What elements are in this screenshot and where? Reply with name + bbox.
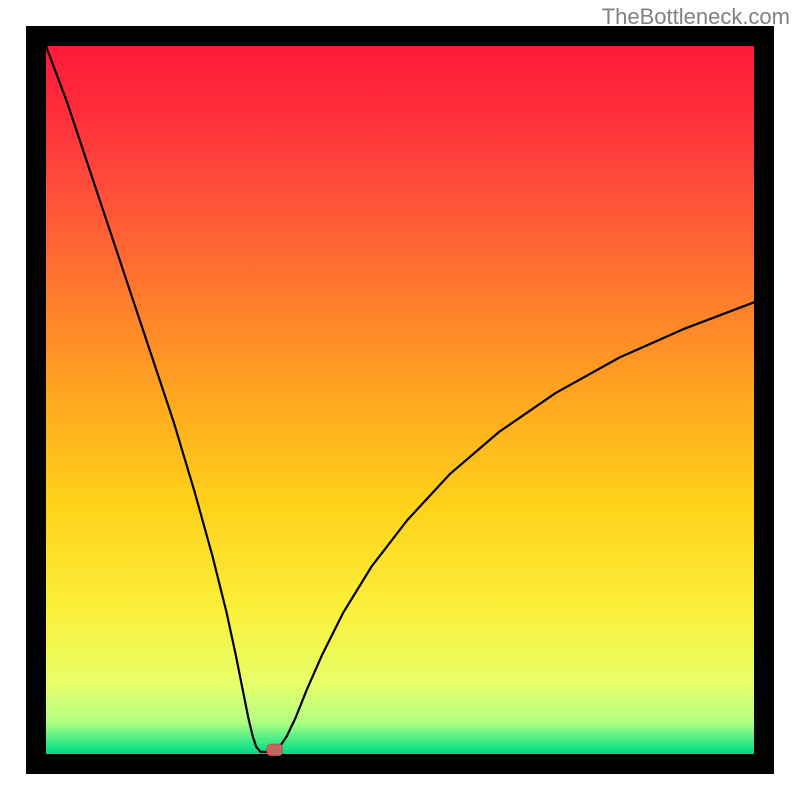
chart-background [46, 46, 754, 754]
optimum-marker [267, 744, 283, 755]
chart-svg [0, 0, 800, 800]
chart-stage: TheBottleneck.com [0, 0, 800, 800]
